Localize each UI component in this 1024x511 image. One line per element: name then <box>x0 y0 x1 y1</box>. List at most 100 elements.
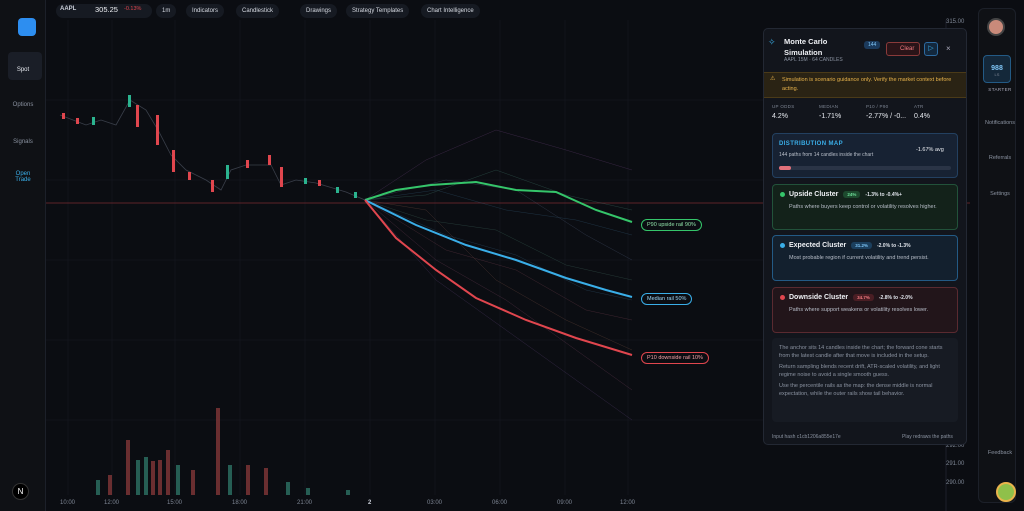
interval[interactable]: 1m <box>156 4 177 18</box>
price-label: 290.00 <box>946 480 965 486</box>
rail-label: P10 downside rail 10% <box>641 352 709 364</box>
distribution-avg: -1.67% avg <box>916 147 944 153</box>
distribution-text: 144 paths from 14 candles inside the cha… <box>779 152 874 158</box>
price-label: 292.00 <box>946 443 965 449</box>
cluster-text: Most probable region if current volatili… <box>789 255 929 261</box>
time-label: 12:00 <box>620 500 636 506</box>
redraw-hint: Play redraws the paths <box>902 434 953 440</box>
side-item[interactable]: Notifications <box>985 120 1015 126</box>
right-sidebar <box>978 8 1016 503</box>
distribution-title: DISTRIBUTION MAP <box>779 141 844 147</box>
cluster-text: Paths where buyers keep control or volat… <box>789 204 937 210</box>
stat-value: 0.4% <box>914 113 930 120</box>
note: Use the percentile rails as the map: the… <box>779 383 933 397</box>
change: -0.13% <box>124 6 142 12</box>
stat-value: -2.77% / -0... <box>866 113 907 120</box>
plan: STARTER <box>988 87 1012 92</box>
candles <box>62 95 357 198</box>
stat-value: 4.2% <box>772 113 788 120</box>
points-unit: LS <box>994 72 1000 77</box>
cluster-share: 24% <box>843 191 861 198</box>
toolbar-button[interactable]: Strategy Templates <box>346 4 410 18</box>
assistant[interactable] <box>996 482 1016 502</box>
side-item[interactable]: Referrals <box>988 155 1012 161</box>
time-label: 09:00 <box>557 500 573 506</box>
logo[interactable] <box>18 18 36 36</box>
rail-label: P90 upside rail 90% <box>641 219 702 231</box>
stat-label: P10 / P90 <box>866 104 889 109</box>
stat: UP ODDS 4.2% <box>772 104 795 120</box>
note: The anchor sits 14 candles inside the ch… <box>779 345 943 359</box>
cluster-text: Paths where support weakens or volatilit… <box>789 307 929 313</box>
panel-title: Monte Carlo Simulation <box>784 37 828 57</box>
price-label: 315.00 <box>946 19 965 25</box>
price-label: 291.00 <box>946 461 965 467</box>
paths <box>364 129 633 421</box>
toolbar-button[interactable]: Drawings <box>300 4 338 18</box>
symbol: AAPL <box>60 6 77 12</box>
time-label: 2 <box>368 500 372 506</box>
distribution-box <box>772 133 958 178</box>
side-item[interactable]: Settings <box>990 191 1010 197</box>
symbol-box[interactable] <box>56 4 152 18</box>
cluster-card[interactable]: Expected Cluster 31.2% -2.0% to -1.3% Most … <box>772 235 958 281</box>
stat-value: -1.71% <box>819 113 842 120</box>
time-label: 03:00 <box>427 500 443 506</box>
cluster-card[interactable]: Upside Cluster 24% -1.3% to -0.4%+ Paths wh… <box>772 184 958 230</box>
cluster-range: -2.0% to -1.3% <box>876 243 911 249</box>
median-rail <box>364 199 633 298</box>
warning-icon: ⚠ <box>770 76 776 82</box>
panel-icon: ✧ <box>768 37 776 47</box>
close-button[interactable]: × <box>946 44 951 53</box>
cluster-share: 31.2% <box>851 242 872 249</box>
downside-rail <box>364 199 633 356</box>
distribution-bar <box>779 166 951 170</box>
note: Return sampling blends recent drift, ATR… <box>779 364 940 378</box>
stat-label: UP ODDS <box>772 104 795 109</box>
cluster-name: Downside Cluster <box>789 294 849 301</box>
time-label: 06:00 <box>492 500 508 506</box>
points-box[interactable]: 988 LS <box>983 55 1011 83</box>
hash: Input hash c1cb1206a855e17e <box>772 434 841 440</box>
toolbar-button[interactable]: Chart Intelligence <box>421 4 480 18</box>
upside-rail <box>364 180 633 223</box>
time-label: 18:00 <box>232 500 248 506</box>
nav-active <box>8 52 42 80</box>
toolbar-button[interactable]: Candlestick <box>236 4 280 18</box>
nav-item[interactable]: Spot <box>16 67 30 73</box>
nav-item[interactable]: Options <box>12 102 34 108</box>
nav-item[interactable]: Open Trade <box>15 171 31 183</box>
logo-n[interactable]: N <box>12 483 29 500</box>
stat: MEDIAN -1.71% <box>819 104 841 120</box>
clear-button[interactable]: Clear <box>886 42 920 56</box>
points: 988 <box>991 65 1003 72</box>
nav-item[interactable]: Signals <box>13 139 33 145</box>
time-label: 15:00 <box>167 500 183 506</box>
price: 305.25 <box>95 5 118 14</box>
stat-label: ATR <box>914 104 924 109</box>
play-button[interactable]: ▷ <box>924 42 938 56</box>
cluster-share: 34.7% <box>853 294 874 301</box>
cluster-range: -2.8% to -2.0% <box>878 295 913 301</box>
notes: The anchor sits 14 candles inside the ch… <box>772 338 958 422</box>
stat: P10 / P90 -2.77% / -0... <box>866 104 906 120</box>
panel-subtitle: AAPL 15M · 64 CANDLES <box>784 57 843 63</box>
cluster-card[interactable]: Downside Cluster 34.7% -2.8% to -2.0% Paths… <box>772 287 958 333</box>
warning: Simulation is scenario guidance only. Ve… <box>764 72 966 98</box>
cluster-name: Expected Cluster <box>789 242 847 249</box>
time-label: 12:00 <box>104 500 120 506</box>
side-item[interactable]: Feedback <box>987 450 1013 456</box>
toolbar-button[interactable]: Indicators <box>186 4 225 18</box>
stat-label: MEDIAN <box>819 104 839 109</box>
rail-label: Median rail 50% <box>641 293 693 305</box>
volume <box>96 408 350 495</box>
cluster-range: -1.3% to -0.4%+ <box>865 192 902 198</box>
time-label: 21:00 <box>297 500 313 506</box>
cluster-name: Upside Cluster <box>789 191 839 198</box>
time-label: 10:00 <box>60 500 76 506</box>
stat: ATR 0.4% <box>914 104 930 120</box>
left-sidebar <box>0 0 46 511</box>
count-badge: 144 <box>864 41 881 49</box>
avatar[interactable] <box>987 18 1005 36</box>
